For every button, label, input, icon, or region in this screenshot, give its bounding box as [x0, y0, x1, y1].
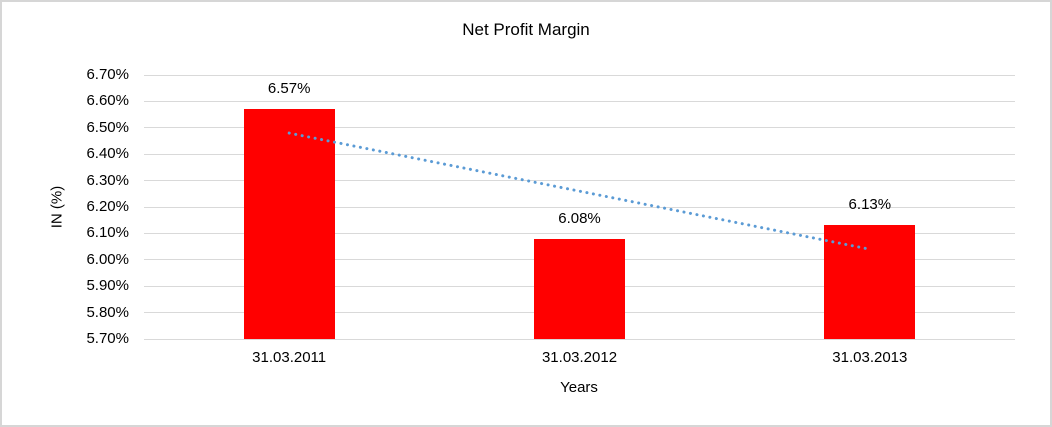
bar-31.03.2012 [534, 238, 625, 339]
y-tick-label: 6.20% [86, 198, 129, 215]
y-tick-label: 6.00% [86, 250, 129, 268]
chart-title: Net Profit Margin [462, 20, 590, 39]
y-tick-label: 6.50% [86, 118, 129, 136]
y-tick-label: 6.40% [86, 145, 129, 163]
x-tick-label: 31.03.2013 [832, 349, 908, 366]
x-axis-title: Years [560, 379, 598, 396]
y-tick-label: 6.60% [86, 92, 129, 110]
x-tick-label: 31.03.2012 [541, 349, 618, 366]
gridline [144, 100, 1015, 102]
y-tick-label: 6.10% [86, 224, 129, 242]
y-tick-label: 6.30% [86, 171, 129, 189]
gridline [144, 232, 1015, 234]
bar-31.03.2011 [243, 109, 335, 339]
gridline [144, 127, 1015, 129]
gridline [144, 338, 1015, 340]
gridline [144, 74, 1015, 76]
plot-area: 6.57% 31.03.2011 6.08% 31.03.2012 6.13% 31.03… [144, 74, 1015, 366]
gridline [144, 153, 1015, 155]
gridline [144, 206, 1015, 208]
gridline [144, 180, 1015, 182]
y-tick-label: 5.70% [86, 330, 129, 347]
y-tick-label: 5.90% [86, 277, 129, 295]
y-tick-label: 6.70% [86, 66, 129, 83]
y-tick-label: 5.80% [86, 303, 129, 321]
x-tick-label: 31.03.2011 [252, 349, 327, 366]
y-axis-tick-labels: 6.70% 6.60% 6.50% 6.40% 6.30% 6.20% 6.10% 6.00%… [2, 2, 129, 425]
data-label: 6.08% [558, 209, 601, 227]
data-label: 6.57% [267, 80, 311, 98]
trendline [287, 131, 872, 251]
data-label: 6.13% [848, 196, 892, 214]
